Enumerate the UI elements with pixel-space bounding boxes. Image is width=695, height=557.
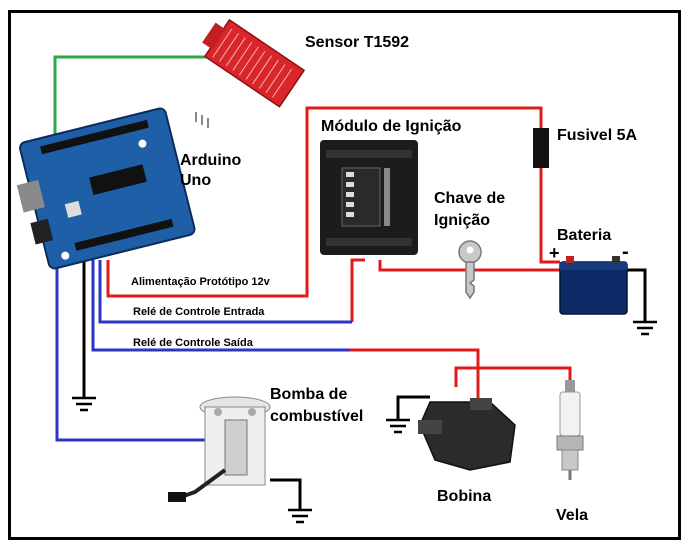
blue-wire-relay-out (91, 260, 350, 352)
fuel-pump (168, 396, 271, 502)
label-bobina: Bobina (437, 488, 492, 505)
battery (559, 256, 628, 315)
label-modulo: Módulo de Ignição (321, 118, 462, 135)
ground-symbol-bomba (288, 508, 312, 524)
red-wire-fuse-battery (539, 166, 560, 264)
black-wire-bomba-ground (270, 478, 302, 510)
label-alimentacao: Alimentação Protótipo 12v (131, 276, 270, 288)
black-wire-bobina-ground (396, 395, 430, 420)
ignition-module (320, 140, 418, 255)
ignition-coil (418, 398, 516, 471)
red-wire-power (106, 106, 543, 298)
label-bateria: Bateria (557, 227, 612, 244)
label-bomba-line2: combustível (270, 408, 364, 425)
black-wire-battery-ground (627, 268, 647, 322)
diagram-frame (8, 10, 681, 540)
blue-wire-relay-in (98, 260, 352, 324)
label-battery-plus: + (549, 243, 560, 263)
spark-plug (556, 380, 584, 480)
label-arduino-line1: Arduino (180, 152, 242, 169)
red-wire-relay-out-bobina (350, 348, 480, 405)
red-wire-module-relay (350, 258, 365, 322)
label-chave-line1: Chave de (434, 190, 506, 207)
label-battery-minus: - (622, 241, 629, 263)
label-bomba-line1: Bomba de (270, 386, 348, 403)
ground-symbol-battery (633, 320, 657, 336)
label-rele-saida: Relé de Controle Saída (133, 337, 253, 349)
ground-symbol-arduino (72, 396, 96, 412)
label-arduino-line2: Uno (180, 172, 212, 189)
label-sensor: Sensor T1592 (305, 34, 410, 51)
label-rele-entrada: Relé de Controle Entrada (133, 306, 265, 318)
label-vela: Vela (556, 507, 589, 524)
blue-wire-bomba (55, 260, 205, 442)
red-wire-vela (454, 366, 572, 387)
arduino-board (16, 107, 196, 270)
red-wire-module-key (378, 260, 560, 272)
green-wire-sensor (53, 55, 213, 170)
ground-symbol-bobina (386, 418, 410, 434)
sensor-pins (195, 112, 209, 128)
sensor-t1592 (202, 18, 306, 108)
label-chave-line2: Ignição (434, 212, 491, 229)
fuse (533, 128, 549, 168)
label-fusivel: Fusivel 5A (557, 127, 638, 144)
